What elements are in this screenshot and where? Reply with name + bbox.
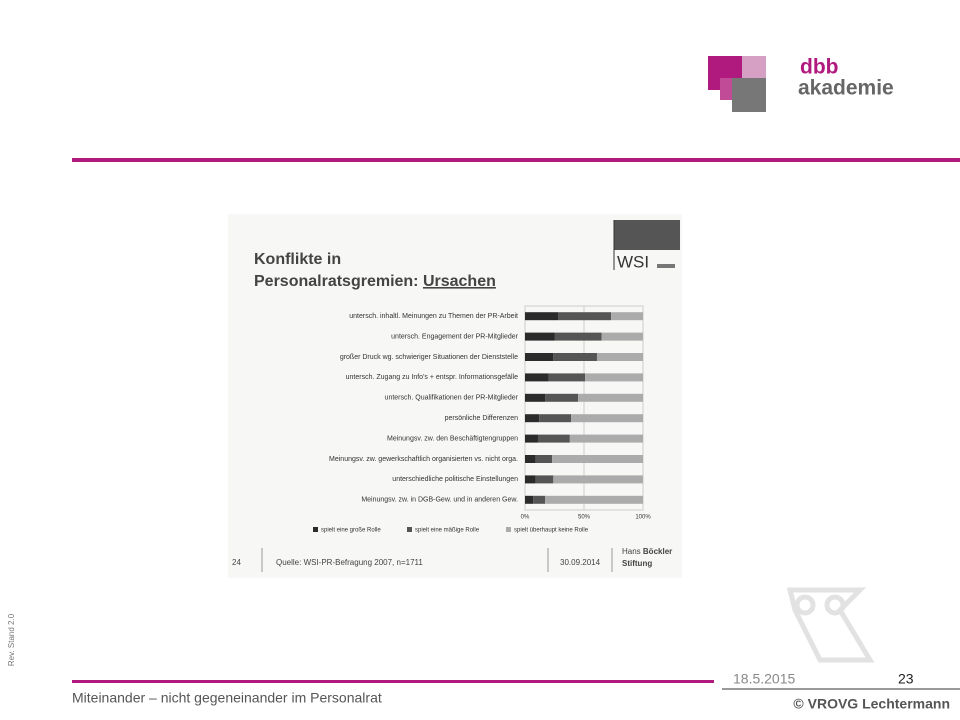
plot: 0% 50% 100% untersch. inhaltl. Meinungen zu…: [313, 305, 651, 534]
bar-segment: [611, 312, 643, 321]
bar-segment: [525, 455, 536, 463]
bar-segment: [571, 414, 643, 423]
y-tick-label: untersch. Zugang zu Info's + entspr. Inf…: [346, 374, 518, 381]
footer-rule: [72, 680, 714, 683]
y-tick-label: untersch. Engagement der PR-Mitglieder: [391, 333, 519, 340]
wsi-logo: WSI: [617, 252, 649, 271]
bar-segment: [553, 475, 643, 484]
bar-segment: [554, 332, 602, 341]
x-tick-label: 0%: [521, 515, 530, 521]
logo-square: [732, 78, 766, 112]
bar-segment: [558, 312, 612, 321]
bar-segment: [525, 312, 559, 321]
bar-segment: [525, 414, 540, 423]
y-tick-label: Meinungsv. zw. gewerkschaftlich organisi…: [329, 456, 518, 463]
x-tick-label: 100%: [635, 515, 651, 521]
legend-label: spielt eine mäßige Rolle: [415, 528, 480, 534]
bar-segment: [525, 495, 534, 504]
logo-text: dbb: [800, 56, 838, 79]
bar-segment: [545, 393, 579, 402]
page-number: 23: [898, 671, 914, 687]
legend-label: spielt eine große Rolle: [321, 528, 381, 534]
watermark: [786, 587, 875, 663]
bar-segment: [548, 373, 586, 382]
y-tick-label: unterschiedliche politische Einstellunge…: [392, 476, 518, 483]
y-tick-label: persönliche Differenzen: [445, 415, 519, 422]
bar-segment: [525, 393, 546, 402]
bar-segment: [535, 455, 553, 463]
bar-segment: [535, 475, 554, 484]
copyright: © VROVG Lechtermann: [793, 696, 950, 712]
y-tick-label: untersch. Qualifikationen der PR-Mitglie…: [385, 395, 519, 402]
watermark-eye: [794, 594, 816, 616]
y-tick-label: untersch. inhaltl. Meinungen zu Themen d…: [349, 313, 518, 320]
date: 18.5.2015: [733, 671, 795, 687]
y-tick-label: großer Druck wg. schwieriger Situationen…: [340, 354, 518, 361]
watermark-owl: [786, 587, 875, 663]
chart-title: Konflikte in: [254, 251, 341, 268]
bar-segment: [533, 495, 546, 504]
source-text: Quelle: WSI-PR-Befragung 2007, n=1711: [276, 558, 423, 567]
logo-text: akademie: [798, 77, 894, 100]
bar-segment: [539, 414, 572, 423]
watermark-eye: [824, 594, 846, 616]
bar-segment: [596, 353, 643, 361]
logo: dbb akademie: [708, 56, 894, 112]
bar-segment: [537, 434, 570, 443]
bar-segment: [578, 393, 643, 402]
bar-segment: [525, 434, 538, 443]
footer-text: Miteinander – nicht gegeneinander im Per…: [72, 690, 382, 706]
y-tick-label: Meinungsv. zw. in DGB-Gew. und in andere…: [361, 497, 518, 504]
source-number: 24: [232, 558, 241, 567]
bar-segment: [601, 332, 643, 341]
chart-title: Personalratsgremien: Ursachen: [254, 273, 496, 290]
header-rule: [72, 158, 960, 162]
bar-segment: [545, 495, 643, 504]
wsi-bar: [657, 264, 675, 268]
x-tick-label: 50%: [578, 515, 591, 521]
bar-segment: [525, 353, 554, 361]
bar-segment: [525, 332, 555, 341]
legend-swatch: [407, 527, 412, 532]
legend-label: spielt überhaupt keine Rolle: [514, 528, 589, 534]
brand: Stiftung: [622, 559, 652, 568]
bar-segment: [525, 373, 549, 382]
brand: Hans Böckler: [622, 547, 672, 556]
legend-swatch: [313, 527, 318, 532]
legend-swatch: [506, 527, 511, 532]
bar-segment: [552, 455, 643, 463]
bar-segment: [525, 475, 536, 484]
bar-segment: [553, 353, 597, 361]
revision: Rev. Stand 2.0: [7, 613, 16, 666]
y-tick-label: Meinungsv. zw. den Beschäftigtengruppen: [387, 435, 518, 442]
source-date: 30.09.2014: [560, 558, 601, 567]
bar-segment: [585, 373, 643, 382]
bar-segment: [569, 434, 643, 443]
wsi-block: [614, 220, 680, 250]
logo-square: [742, 56, 766, 78]
